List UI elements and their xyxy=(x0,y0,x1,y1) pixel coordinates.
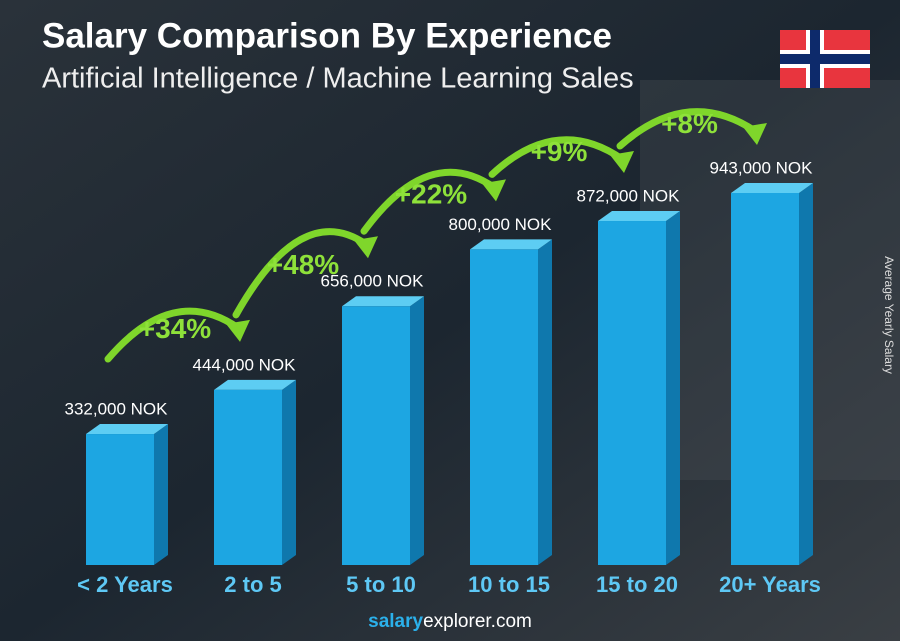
bar-top xyxy=(342,296,424,307)
bar-top xyxy=(470,239,552,250)
bar xyxy=(214,379,296,565)
change-arrowhead xyxy=(226,319,250,342)
change-arrow xyxy=(488,136,626,178)
value-label: 943,000 NOK xyxy=(709,158,813,177)
value-label: 444,000 NOK xyxy=(192,355,296,374)
value-label: 800,000 NOK xyxy=(448,215,552,234)
bar-side xyxy=(282,379,296,565)
bar-front xyxy=(214,389,282,565)
bar-front xyxy=(731,193,799,565)
change-label: +34% xyxy=(139,313,211,344)
change-arrowhead xyxy=(354,236,378,259)
change-arrow xyxy=(616,108,759,150)
value-label: 332,000 NOK xyxy=(64,400,168,419)
bar-top xyxy=(731,183,813,193)
bar-front xyxy=(470,249,538,566)
value-label: 656,000 NOK xyxy=(320,272,424,291)
footer-domain: explorer.com xyxy=(423,611,532,632)
bar-front xyxy=(342,306,410,565)
bar xyxy=(598,211,680,565)
change-arrow xyxy=(360,168,498,235)
value-label: 872,000 NOK xyxy=(576,186,680,205)
bar-side xyxy=(154,424,168,565)
bar-side xyxy=(666,211,680,565)
bar-side xyxy=(538,239,552,566)
change-arrowhead xyxy=(482,179,506,202)
x-tick-label: 10 to 15 xyxy=(468,572,550,597)
x-tick-label: 20+ Years xyxy=(719,572,821,597)
flag xyxy=(780,30,870,88)
change-label: +8% xyxy=(661,108,718,139)
bar-top xyxy=(598,211,680,222)
footer-brand: salary xyxy=(368,611,423,632)
x-tick-label: 5 to 10 xyxy=(346,572,416,597)
x-tick-label: 15 to 20 xyxy=(596,572,678,597)
change-label: +9% xyxy=(531,136,588,167)
chart-title: Salary Comparison By Experience xyxy=(42,16,612,55)
bar-side xyxy=(799,183,813,565)
bar-front xyxy=(598,221,666,565)
change-arrowhead xyxy=(610,151,634,174)
change-arrow xyxy=(232,228,370,319)
y-axis-label: Average Yearly Salary xyxy=(882,256,896,374)
change-arrowhead xyxy=(743,123,767,145)
footer: salaryexplorer.com xyxy=(368,611,532,632)
change-label: +48% xyxy=(267,249,339,280)
bar xyxy=(342,296,424,565)
bar-front xyxy=(86,434,154,565)
bar xyxy=(731,183,813,565)
chart-subtitle: Artificial Intelligence / Machine Learni… xyxy=(42,63,634,95)
x-tick-label: < 2 Years xyxy=(77,572,173,597)
change-label: +22% xyxy=(395,179,467,210)
bar xyxy=(86,424,168,565)
bar-top xyxy=(86,424,168,435)
bar xyxy=(470,239,552,566)
bar-top xyxy=(214,379,296,390)
change-arrow xyxy=(104,307,242,363)
x-tick-label: 2 to 5 xyxy=(224,572,281,597)
bar-side xyxy=(410,296,424,565)
